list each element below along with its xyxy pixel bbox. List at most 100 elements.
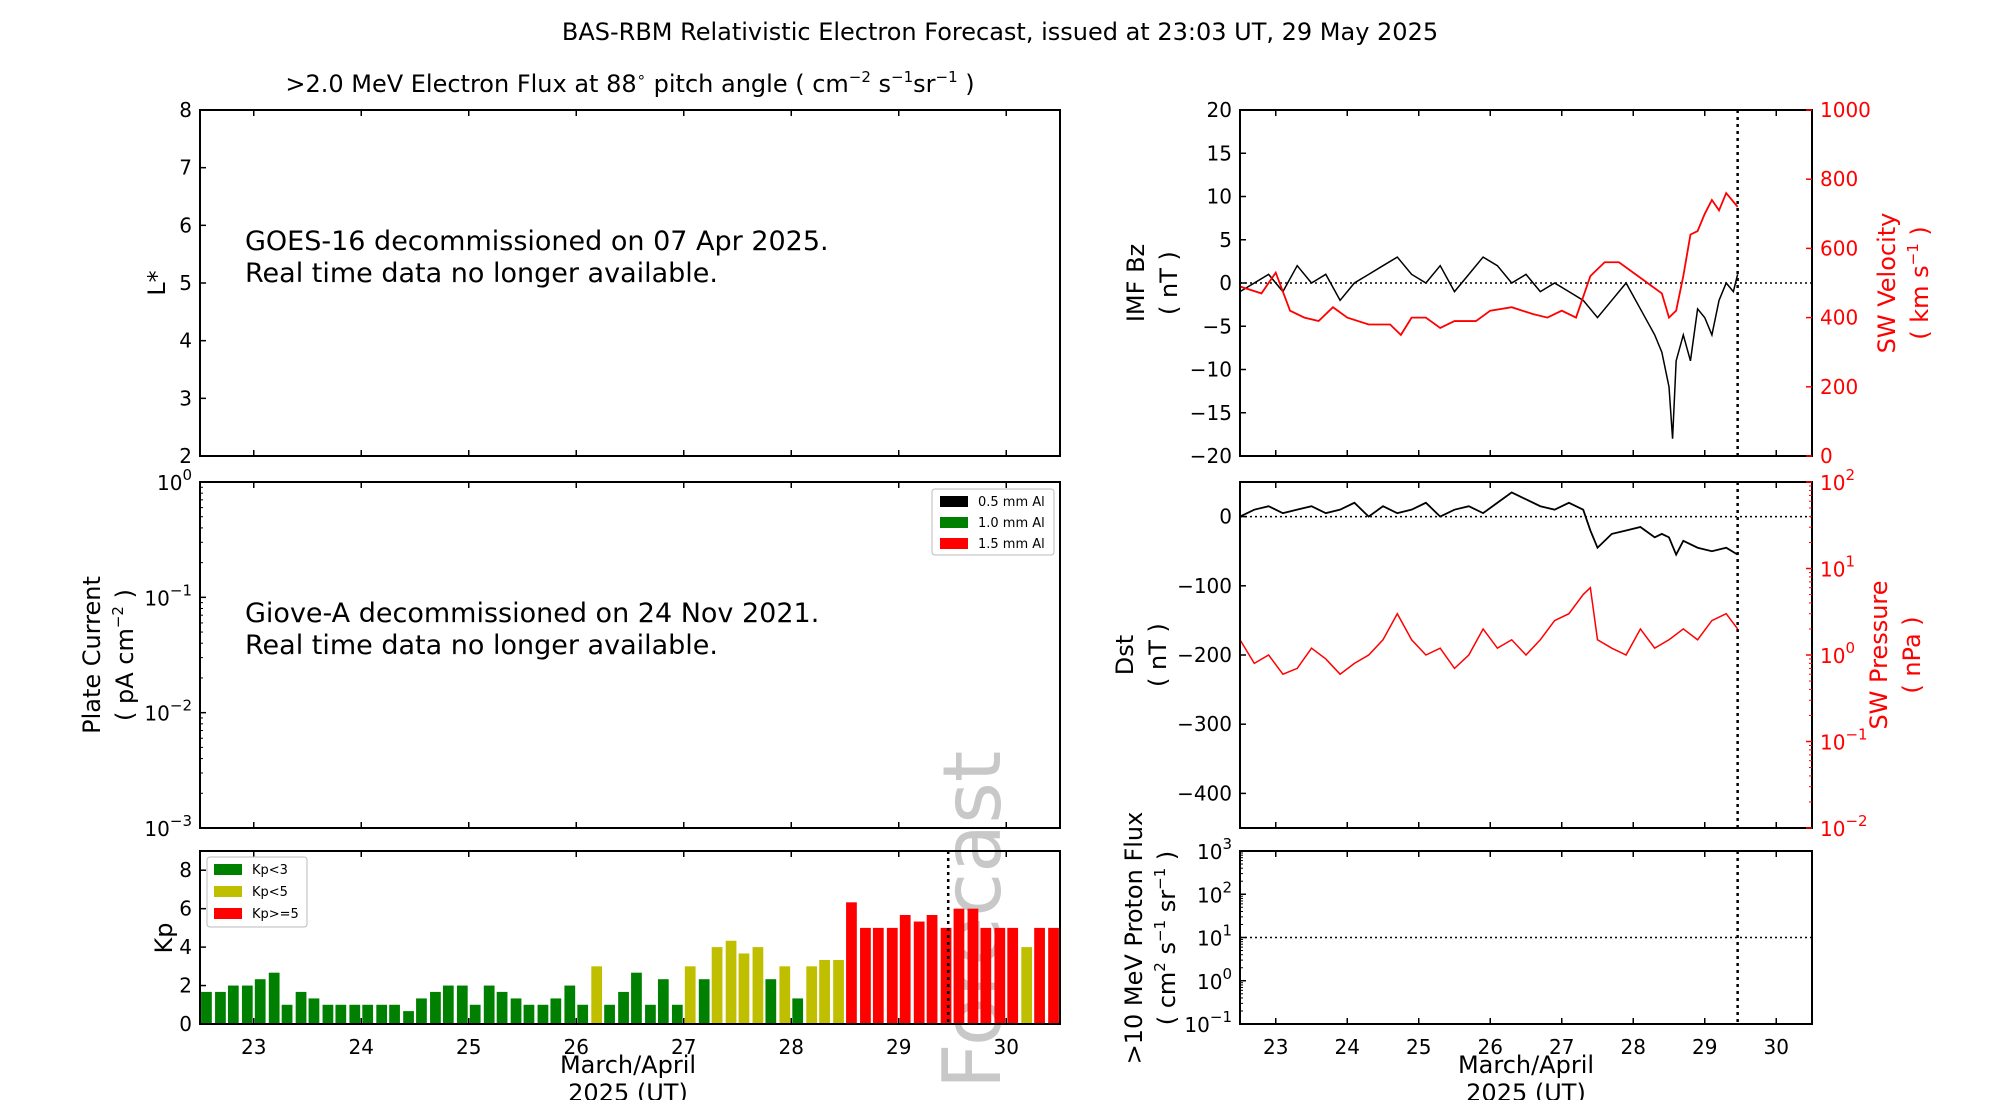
x-tick-label: 23 [1263,1035,1288,1059]
y-tick-label: 10−1 [144,581,192,610]
kp-bar [416,998,427,1024]
kp-xlabel-line2: 2025 (UT) [568,1079,688,1100]
x-tick-label: 26 [1478,1035,1503,1059]
y-tick-label: −20 [1190,444,1232,468]
kp-bar [657,979,669,1024]
kp-bar [684,966,696,1024]
dst-xticks [1275,482,1777,828]
imf-bz-series [1239,256,1739,439]
electron-flux-yticks: 2 3 4 5 6 7 8 [179,98,206,468]
legend-label-1-5mm: 1.5 mm Al [978,537,1045,552]
y-tick-label: 100 [157,466,192,495]
imf-ylabel-line2: ( nT ) [1155,251,1183,315]
kp-legend-swatch-mid [214,886,242,897]
kp-bar [886,927,898,1024]
plate-current-ylabel-line1: Plate Current [78,576,106,734]
plate-current-axes [199,481,1061,829]
kp-bar [483,985,495,1024]
kp-bar [940,927,952,1024]
y-tick-label: −200 [1177,643,1232,667]
legend-swatch-0-5mm [940,496,968,507]
y-tick-label: 102 [1197,878,1232,907]
kp-bar [806,966,818,1024]
kp-bar [1007,927,1019,1024]
kp-bar [819,959,830,1024]
x-tick-label: 27 [671,1035,696,1059]
legend-label-1-0mm: 1.0 mm Al [978,516,1045,531]
kp-bar [254,979,266,1024]
y-tick-label: 400 [1820,306,1858,330]
kp-ylabel: Kp [150,923,178,954]
y-tick-label: −400 [1177,781,1232,805]
proton-yticks: 10−1 100 101 102 103 [1184,835,1246,1037]
proton-ylabel-line2: ( cm2 s−1 sr−1 ) [1151,851,1181,1026]
kp-legend-label-mid: Kp<5 [252,885,288,900]
y-tick-label: 15 [1207,141,1232,165]
y-tick-label: 102 [1820,466,1855,495]
y-tick-label: 0 [1219,271,1232,295]
plate-current-panel: 10−3 10−2 10−1 100 Plate Current ( pA cm−2 … [78,466,1061,841]
kp-bar [671,1004,683,1024]
x-tick-label: 28 [779,1035,804,1059]
kp-xlabel-line1: March/April [560,1051,696,1079]
kp-bar [1034,927,1045,1024]
sw-pressure-ylabel-line2: ( nPa ) [1898,616,1926,693]
y-tick-label: 10 [1207,185,1232,209]
sw-pressure-ylabel-line1: SW Pressure [1865,580,1893,729]
x-tick-label: 26 [564,1035,589,1059]
kp-bar [496,991,508,1024]
kp-bar [752,947,764,1024]
kp-bar [577,1004,589,1024]
y-tick-label: −300 [1177,712,1232,736]
kp-bar [698,979,710,1024]
plate-current-yticks: 10−3 10−2 10−1 100 [144,466,206,841]
plate-current-message-line2: Real time data no longer available. [245,630,718,661]
kp-bar [872,927,884,1024]
kp-bar [833,959,844,1024]
kp-bar [523,1004,535,1024]
y-tick-label: 0 [179,1012,192,1036]
kp-bar [469,1004,481,1024]
x-tick-label: 25 [1406,1035,1431,1059]
y-tick-label: 200 [1820,375,1858,399]
y-tick-label: 2 [179,444,192,468]
x-tick-label: 27 [1549,1035,1574,1059]
dst-yticks-right: 10−2 10−1 100 101 102 [1806,466,1868,841]
x-tick-label: 29 [1692,1035,1717,1059]
y-tick-label: 7 [179,156,192,180]
kp-bar [537,1004,549,1024]
imf-panel: −20 −15 −10 −5 0 5 10 15 20 0 200 400 600 800 1000 IM… [1122,98,1934,468]
kp-bar [362,1004,374,1024]
y-tick-label: 101 [1820,553,1855,582]
kp-bar [725,940,737,1024]
kp-bar [335,1004,347,1024]
kp-bar [926,915,938,1024]
y-tick-label: 10−1 [1820,726,1868,755]
kp-bar [711,947,723,1024]
y-tick-label: 8 [179,858,192,882]
kp-bar [1021,947,1033,1024]
dst-ylabel-line1: Dst [1111,635,1139,675]
y-tick-label: 101 [1197,922,1232,951]
y-tick-label: 3 [179,386,192,410]
y-tick-label: 5 [179,271,192,295]
y-tick-label: −5 [1203,314,1232,338]
proton-xlabel-line1: March/April [1458,1051,1594,1079]
kp-bar [456,985,468,1024]
y-tick-label: −100 [1177,574,1232,598]
electron-flux-panel: >2.0 MeV Electron Flux at 88∘ pitch angl… [143,68,1061,468]
x-tick-label: 28 [1621,1035,1646,1059]
kp-legend-label-low: Kp<3 [252,863,288,878]
kp-bars [201,902,1059,1024]
kp-yticks: 0 2 4 6 8 [179,858,206,1036]
y-tick-label: 100 [1197,965,1232,994]
x-tick-label: 24 [1335,1035,1360,1059]
y-tick-label: 6 [179,213,192,237]
y-tick-label: 10−3 [144,812,192,841]
y-tick-label: 4 [179,329,192,353]
kp-bar [295,991,307,1024]
x-tick-label: 30 [1764,1035,1789,1059]
x-tick-label: 25 [456,1035,481,1059]
plate-current-ylabel-line2: ( pA cm−2 ) [109,589,139,721]
